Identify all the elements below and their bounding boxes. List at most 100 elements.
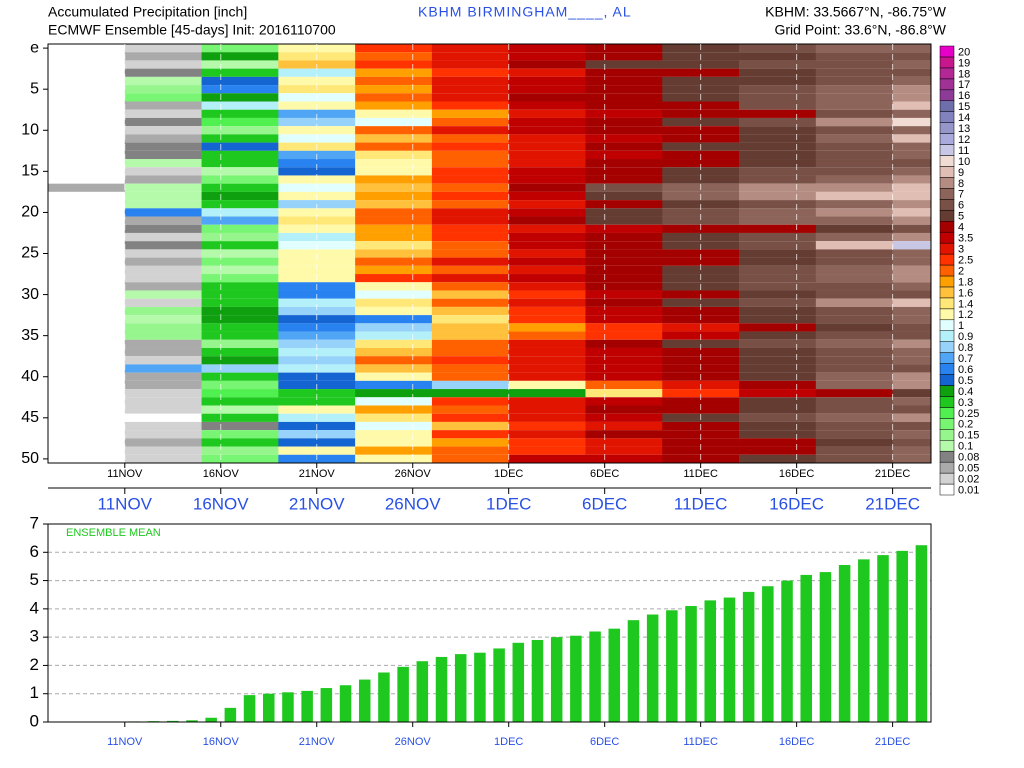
cell [892, 85, 932, 94]
cell [739, 265, 817, 275]
cell [815, 224, 893, 233]
cell [124, 454, 202, 463]
bar [186, 720, 198, 722]
bar [435, 656, 448, 722]
cell [892, 364, 932, 373]
cell [892, 331, 932, 340]
cell [892, 241, 932, 250]
cell [48, 257, 126, 266]
bar [282, 692, 294, 722]
legend-swatch [939, 264, 955, 277]
cell [124, 331, 202, 340]
cell [124, 306, 202, 316]
cell [815, 175, 893, 184]
cell [431, 298, 509, 307]
cell [815, 167, 893, 176]
cell [124, 191, 202, 201]
cell [278, 347, 356, 357]
cell [815, 430, 893, 439]
cell [431, 159, 509, 168]
bar [243, 695, 256, 722]
cell [201, 159, 279, 168]
cell [201, 274, 279, 283]
cell [48, 60, 126, 69]
cell [48, 413, 126, 422]
cell [892, 216, 932, 225]
legend-label: 0.25 [958, 408, 979, 420]
cell [739, 109, 817, 118]
cell [585, 347, 663, 357]
cell [431, 315, 509, 324]
cell [124, 150, 202, 160]
cell [508, 183, 586, 192]
legend-label: 2 [958, 265, 964, 277]
cell [201, 142, 279, 151]
cell [201, 323, 279, 332]
cell [124, 167, 202, 176]
cell [739, 167, 817, 176]
cell [48, 175, 126, 184]
cell [662, 117, 740, 127]
cell [124, 372, 202, 381]
cell [662, 159, 740, 168]
cell [892, 142, 932, 151]
cell [201, 331, 279, 340]
cell [739, 159, 817, 168]
cell [48, 93, 126, 102]
grid-point: Grid Point: 33.6°N, -86.8°W [775, 22, 947, 38]
cell [815, 347, 893, 357]
legend-label: 0.01 [958, 484, 979, 496]
y-tick-label: 30 [21, 286, 39, 303]
bar [512, 642, 525, 722]
cell [48, 52, 126, 61]
cell [585, 142, 663, 151]
legend-swatch [939, 45, 955, 58]
legend-label: 19 [958, 57, 970, 69]
legend-label: 0.02 [958, 473, 979, 485]
cell [892, 290, 932, 299]
legend-swatch [939, 231, 955, 244]
cell [431, 68, 509, 77]
cell [355, 446, 433, 455]
legend-label: 3.5 [958, 233, 973, 245]
cell [124, 52, 202, 61]
cell [815, 76, 893, 86]
cell [892, 265, 932, 275]
cell [585, 372, 663, 381]
cell [892, 249, 932, 258]
x-tick-label: 26NOV [395, 468, 432, 480]
y-tick-label: 6 [30, 542, 39, 561]
cell [48, 232, 126, 242]
cell [48, 134, 126, 143]
cell [739, 44, 817, 53]
cell [815, 142, 893, 151]
cell [585, 134, 663, 143]
legend-swatch [939, 210, 955, 222]
cell [201, 224, 279, 233]
cell [892, 347, 932, 357]
x-tick-label: 6DEC [590, 736, 619, 748]
cell [48, 224, 126, 233]
cell [815, 44, 893, 53]
cell [201, 380, 279, 390]
cell [355, 167, 433, 176]
cell [585, 150, 663, 160]
cell [355, 175, 433, 184]
cell [508, 117, 586, 127]
cell [201, 282, 279, 291]
cell [201, 257, 279, 266]
cell [585, 282, 663, 291]
cell [201, 191, 279, 201]
cell [585, 298, 663, 307]
cell [48, 249, 126, 258]
cell [508, 446, 586, 455]
cell [431, 183, 509, 192]
bar [838, 565, 851, 722]
cell [124, 175, 202, 184]
cell [124, 323, 202, 332]
cell [201, 68, 279, 77]
cell [585, 208, 663, 217]
cell [124, 142, 202, 151]
bar [800, 574, 812, 722]
cell [355, 191, 433, 201]
